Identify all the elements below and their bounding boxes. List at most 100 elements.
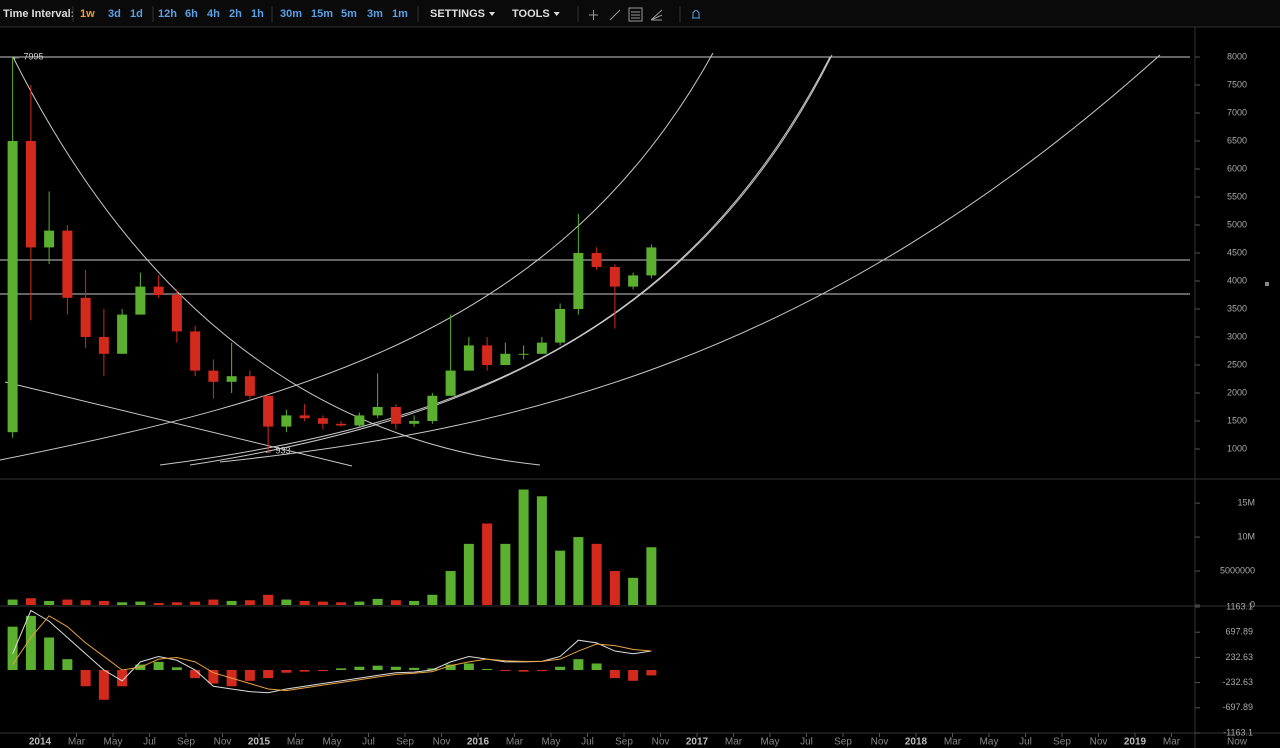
volume-bar — [445, 571, 456, 605]
x-tick-label: Jul — [362, 737, 375, 748]
volume-bar — [98, 600, 109, 605]
x-tick-label: Mar — [506, 737, 524, 748]
interval-label: Time Interval: — [3, 8, 74, 20]
interval-button[interactable]: 15m — [311, 8, 333, 20]
volume-bar — [263, 594, 274, 605]
macd-histogram-bar — [500, 670, 511, 671]
macd-histogram-bar — [153, 661, 164, 670]
macd-histogram-bar — [171, 667, 182, 670]
scroll-marker[interactable] — [1265, 282, 1269, 286]
y-tick-label: 10M — [1237, 531, 1255, 541]
x-tick-label: Mar — [1163, 737, 1181, 748]
line-icon[interactable] — [609, 9, 621, 21]
volume-bar — [354, 601, 365, 605]
volume-bar — [372, 598, 383, 605]
candle-body — [445, 370, 456, 396]
y-tick-label: -1163.1 — [1223, 727, 1253, 737]
volume-bar — [646, 547, 657, 605]
fib-icon[interactable] — [628, 7, 643, 22]
toolbar-bg — [0, 0, 1280, 27]
y-tick-label: 697.89 — [1225, 627, 1253, 637]
volume-bar — [317, 601, 328, 605]
y-tick-label: 3500 — [1227, 303, 1247, 313]
interval-button[interactable]: 4h — [207, 8, 220, 20]
y-tick-label: 6000 — [1227, 163, 1247, 173]
candle-body — [500, 353, 511, 365]
candle-body — [646, 247, 657, 276]
candle-body — [354, 415, 365, 426]
volume-bar — [500, 543, 511, 605]
candle-body — [591, 253, 602, 268]
macd-histogram-bar — [80, 670, 91, 687]
candle-body — [536, 342, 547, 354]
candle-body — [263, 395, 274, 427]
volume-bar — [299, 600, 310, 605]
candle-body — [518, 353, 529, 355]
volume-bar — [591, 543, 602, 605]
volume-bar — [135, 601, 146, 605]
volume-bar — [25, 598, 36, 605]
tool-icons — [589, 7, 700, 22]
y-tick-label: 15M — [1237, 497, 1255, 507]
y-tick-label: 1000 — [1227, 443, 1247, 453]
x-tick-label: Sep — [396, 737, 414, 748]
menu-button[interactable]: SETTINGS — [430, 8, 485, 20]
x-tick-label: Mar — [68, 737, 86, 748]
y-tick-label: 5000000 — [1220, 565, 1255, 575]
x-tick-label: Nov — [652, 737, 670, 748]
interval-button[interactable]: 3m — [367, 8, 383, 20]
trend-curve — [189, 54, 833, 466]
y-tick-label: 5000 — [1227, 219, 1247, 229]
candle-body — [299, 415, 310, 419]
candle-body — [573, 253, 584, 310]
volume-bar — [80, 600, 91, 605]
interval-button[interactable]: 1w — [80, 8, 95, 20]
candle-body — [281, 415, 292, 427]
interval-button[interactable]: 1d — [130, 8, 143, 20]
candle-body — [628, 275, 639, 287]
x-tick-label: Nov — [433, 737, 451, 748]
x-end-label: Now — [1227, 737, 1248, 748]
interval-button[interactable]: 6h — [185, 8, 198, 20]
fan-icon[interactable] — [650, 9, 663, 21]
candle-body — [390, 406, 401, 424]
volume-bar — [609, 571, 620, 605]
volume-bar — [208, 599, 219, 605]
interval-button[interactable]: 5m — [341, 8, 357, 20]
macd-histogram-bar — [536, 670, 547, 672]
candle-body — [80, 297, 91, 337]
volume-bar — [409, 600, 420, 605]
macd-histogram-bar — [573, 659, 584, 670]
x-tick-label: May — [980, 737, 999, 748]
y-tick-label: 1163.1 — [1226, 601, 1253, 611]
candle-body — [117, 314, 128, 354]
menu-button[interactable]: TOOLS — [512, 8, 550, 20]
y-tick-label: 6500 — [1227, 135, 1247, 145]
y-tick-label: 1500 — [1227, 415, 1247, 425]
macd-histogram-bar — [299, 670, 310, 672]
trend-line — [4, 381, 353, 467]
macd-histogram-bar — [555, 666, 566, 670]
candle-body — [372, 406, 383, 416]
candle-body — [62, 230, 73, 298]
interval-button[interactable]: 3d — [108, 8, 121, 20]
volume-bar — [628, 577, 639, 605]
x-tick-label: Sep — [615, 737, 633, 748]
macd-histogram-bar — [609, 670, 620, 679]
interval-button[interactable]: 1h — [251, 8, 264, 20]
candle-body — [153, 286, 164, 296]
interval-button[interactable]: 1m — [392, 8, 408, 20]
alert-icon[interactable] — [692, 10, 700, 19]
interval-button[interactable]: 2h — [229, 8, 242, 20]
candle-body — [609, 267, 620, 287]
macd-histogram-bar — [372, 665, 383, 670]
volume-bar — [336, 602, 347, 605]
x-tick-label: Nov — [871, 737, 889, 748]
macd-histogram-bar — [336, 668, 347, 670]
volume-bar — [7, 599, 18, 605]
interval-button[interactable]: 12h — [158, 8, 177, 20]
interval-button[interactable]: 30m — [280, 8, 302, 20]
candle-body — [135, 286, 146, 315]
price-annotation: ← 933 — [264, 445, 291, 455]
y-tick-label: 0 — [1250, 599, 1255, 609]
